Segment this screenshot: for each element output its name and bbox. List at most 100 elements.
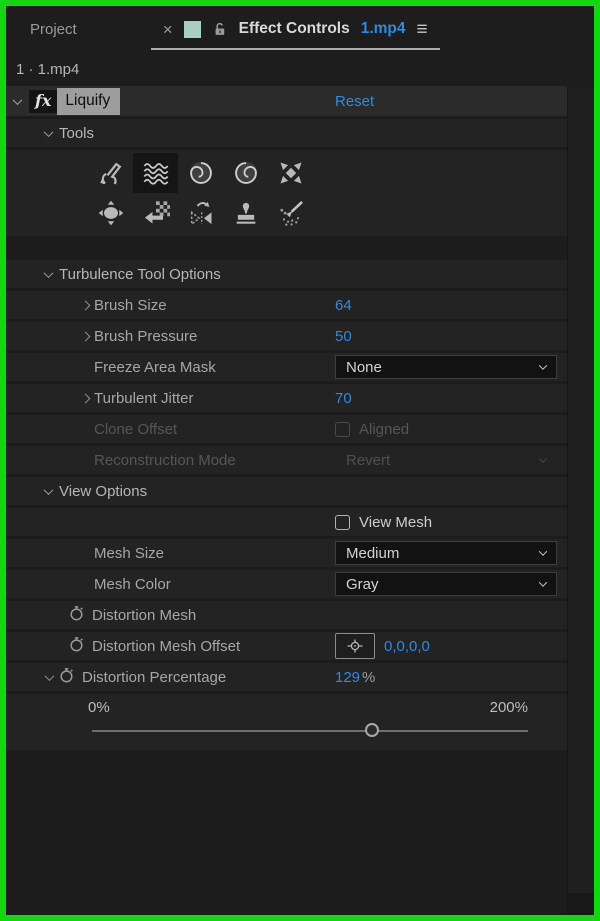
panel-menu-icon[interactable]: ≡: [416, 18, 428, 40]
pucker-tool-button[interactable]: [268, 153, 313, 193]
property-row-distortion-percentage: Distortion Percentage 129 %: [6, 663, 567, 691]
mesh-offset-value[interactable]: 0,0,0,0: [384, 637, 430, 655]
point-target-button[interactable]: [335, 633, 375, 659]
turbulence-tool-button[interactable]: [133, 153, 178, 193]
twirl-clockwise-tool-icon: [189, 161, 212, 185]
properties-list: fx Liquify Reset Tools: [6, 86, 567, 753]
property-label: Freeze Area Mask: [94, 358, 216, 376]
chevron-down-icon: [538, 547, 548, 556]
tab-effect-controls[interactable]: × Effect Controls 1.mp4 ≡: [149, 6, 442, 52]
fx-badge-icon[interactable]: fx: [29, 89, 58, 113]
distortion-percentage-slider-row: 0% 200%: [6, 694, 567, 750]
slider-handle[interactable]: [365, 723, 380, 737]
collapse-icon[interactable]: [40, 670, 58, 681]
expand-icon[interactable]: [76, 393, 94, 403]
slider-min-label: 0%: [88, 699, 110, 716]
property-label: Distortion Mesh Offset: [92, 637, 241, 655]
brush-pressure-value[interactable]: 50: [335, 327, 352, 345]
distortion-percentage-slider[interactable]: [92, 723, 528, 737]
mesh-size-dropdown[interactable]: Medium: [335, 541, 557, 565]
freeze-area-mask-dropdown[interactable]: None: [335, 355, 557, 379]
section-gap: [6, 239, 567, 257]
scrollbar-corner: [568, 893, 594, 915]
reflection-tool-button[interactable]: [178, 193, 223, 233]
twirl-counterclockwise-tool-icon: [234, 161, 257, 185]
clone-tool-icon: [236, 202, 255, 224]
crosshair-icon: [347, 639, 363, 653]
twirl-clockwise-tool-button[interactable]: [178, 153, 223, 193]
dropdown-value: Revert: [346, 451, 391, 469]
chevron-down-icon[interactable]: [43, 484, 54, 495]
stopwatch-icon[interactable]: [68, 604, 85, 626]
property-row-mesh-color: Mesh Color Gray: [6, 570, 567, 598]
property-row-view-mesh: View Mesh: [6, 508, 567, 536]
shift-pixels-tool-button[interactable]: [133, 193, 178, 233]
pucker-tool-icon: [280, 162, 301, 184]
tab-project-label: Project: [30, 20, 77, 38]
group-header-turbulence-tool-options[interactable]: Turbulence Tool Options: [6, 260, 567, 288]
chevron-down-icon: [538, 454, 548, 463]
group-label: Turbulence Tool Options: [59, 265, 221, 283]
reset-button[interactable]: Reset: [335, 92, 375, 110]
panel-target-layer[interactable]: 1.mp4: [360, 20, 406, 37]
scrollbar-gutter[interactable]: [567, 88, 594, 915]
group-label: Tools: [59, 124, 95, 142]
chevron-down-icon: [538, 578, 548, 587]
tools-palette: [6, 150, 567, 236]
property-label: Turbulent Jitter: [94, 389, 194, 407]
chevron-down-icon[interactable]: [43, 126, 54, 137]
clone-tool-button[interactable]: [223, 193, 268, 233]
expand-icon[interactable]: [76, 300, 94, 310]
chevron-down-icon[interactable]: [12, 94, 23, 105]
shift-pixels-tool-icon: [144, 201, 170, 224]
turbulence-tool-icon: [143, 163, 168, 185]
warp-tool-button[interactable]: [88, 153, 133, 193]
property-label: Clone Offset: [94, 420, 178, 438]
dropdown-value: Gray: [346, 575, 379, 593]
property-label: Brush Pressure: [94, 327, 198, 345]
effect-row-liquify[interactable]: fx Liquify Reset: [6, 86, 567, 116]
slider-max-label: 200%: [489, 699, 528, 716]
group-header-view-options[interactable]: View Options: [6, 477, 567, 505]
brush-size-value[interactable]: 64: [335, 296, 352, 314]
dropdown-value: Medium: [346, 544, 400, 562]
checkbox-label: Aligned: [359, 420, 410, 438]
unlock-icon[interactable]: [212, 21, 228, 38]
turbulent-jitter-value[interactable]: 70: [335, 389, 352, 407]
property-row-distortion-mesh-offset: Distortion Mesh Offset 0,0,0,0: [6, 632, 567, 660]
stopwatch-icon[interactable]: [68, 635, 85, 657]
chevron-down-icon[interactable]: [43, 267, 54, 278]
property-label: Brush Size: [94, 296, 167, 314]
property-row-freeze-area-mask: Freeze Area Mask None: [6, 353, 567, 381]
chevron-down-icon: [538, 361, 548, 370]
distortion-percentage-value[interactable]: 129: [335, 668, 361, 686]
bloat-tool-icon: [98, 200, 123, 226]
mesh-color-dropdown[interactable]: Gray: [335, 572, 557, 596]
expand-icon[interactable]: [76, 331, 94, 341]
checkbox-label: View Mesh: [359, 513, 433, 531]
property-row-turbulent-jitter: Turbulent Jitter 70: [6, 384, 567, 412]
aligned-checkbox: [335, 421, 350, 437]
property-label: Mesh Color: [94, 575, 171, 593]
property-row-distortion-mesh: Distortion Mesh: [6, 601, 567, 629]
property-label: Distortion Mesh: [92, 606, 197, 624]
group-header-tools[interactable]: Tools: [6, 119, 567, 147]
property-row-brush-pressure: Brush Pressure 50: [6, 322, 567, 350]
property-row-reconstruction-mode: Reconstruction Mode Revert: [6, 446, 567, 474]
reconstruction-tool-button[interactable]: [268, 193, 313, 233]
twirl-counterclockwise-tool-button[interactable]: [223, 153, 268, 193]
effect-name[interactable]: Liquify: [57, 87, 121, 115]
bloat-tool-button[interactable]: [88, 193, 133, 233]
reconstruction-mode-dropdown: Revert: [335, 448, 557, 472]
reconstruction-tool-icon: [280, 200, 303, 226]
property-row-mesh-size: Mesh Size Medium: [6, 539, 567, 567]
property-row-brush-size: Brush Size 64: [6, 291, 567, 319]
stopwatch-icon[interactable]: [58, 666, 75, 688]
layer-breadcrumb: 1 · 1.mp4: [6, 52, 594, 86]
tab-project[interactable]: Project: [16, 6, 91, 52]
view-mesh-checkbox[interactable]: [335, 514, 350, 530]
property-label: Distortion Percentage: [82, 668, 227, 686]
close-icon[interactable]: ×: [162, 19, 173, 39]
percent-unit: %: [362, 668, 376, 686]
